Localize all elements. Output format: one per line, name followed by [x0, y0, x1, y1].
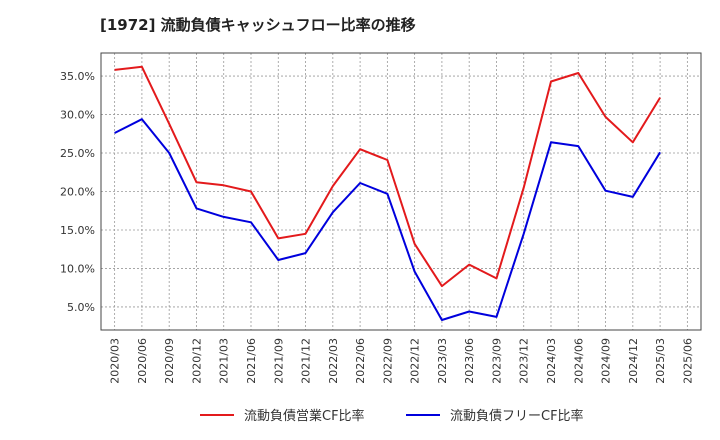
x-tick-label: 2023/06: [463, 338, 476, 384]
y-tick-label: 10.0%: [60, 262, 95, 275]
x-tick-label: 2024/03: [545, 338, 558, 384]
x-tick-label: 2024/09: [600, 338, 613, 384]
y-tick-label: 15.0%: [60, 224, 95, 237]
y-tick-label: 25.0%: [60, 147, 95, 160]
series-line-2: [114, 118, 661, 321]
x-tick-label: 2021/03: [218, 338, 231, 384]
x-axis: 2020/03 2020/06 2020/09 2020/12 2021/03 2021/…: [109, 338, 695, 384]
x-tick-label: 2022/12: [409, 338, 422, 384]
x-tick-label: 2020/12: [190, 338, 203, 384]
x-tick-label: 2023/03: [436, 338, 449, 384]
x-tick-label: 2021/12: [300, 338, 313, 384]
y-tick-label: 35.0%: [60, 70, 95, 83]
series-line-1: [114, 65, 661, 288]
x-tick-label: 2024/12: [627, 338, 640, 384]
y-tick-label: 20.0%: [60, 186, 95, 199]
x-tick-label: 2022/03: [327, 338, 340, 384]
x-tick-label: 2025/06: [681, 338, 694, 384]
x-tick-label: 2022/06: [354, 338, 367, 384]
x-tick-label: 2025/03: [654, 338, 667, 384]
x-tick-label: 2020/09: [163, 338, 176, 384]
x-tick-label: 2022/09: [381, 338, 394, 384]
y-tick-label: 5.0%: [67, 301, 95, 314]
x-tick-label: 2021/06: [245, 338, 258, 384]
legend-label-2: 流動負債フリーCF比率: [450, 408, 584, 424]
legend: 流動負債営業CF比率 流動負債フリーCF比率: [200, 408, 584, 424]
x-tick-label: 2020/06: [136, 338, 149, 384]
x-tick-label: 2024/06: [572, 338, 585, 384]
series-layer: [114, 65, 661, 321]
x-tick-label: 2020/03: [109, 338, 122, 384]
y-tick-label: 30.0%: [60, 109, 95, 122]
x-tick-label: 2023/09: [490, 338, 503, 384]
y-axis: 5.0% 10.0% 15.0% 20.0% 25.0% 30.0% 35.0%: [60, 70, 95, 314]
legend-label-1: 流動負債営業CF比率: [244, 408, 365, 424]
x-tick-label: 2021/09: [272, 338, 285, 384]
plot-area: [100, 52, 702, 331]
chart-title: [1972] 流動負債キャッシュフロー比率の推移: [100, 16, 416, 34]
x-tick-label: 2023/12: [518, 338, 531, 384]
